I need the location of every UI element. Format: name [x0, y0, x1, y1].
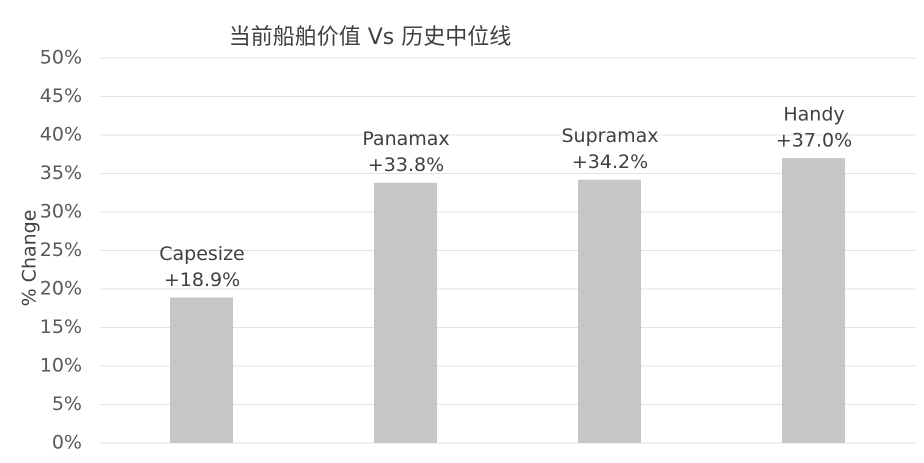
category-label: Panamax [362, 128, 449, 150]
chart-title: 当前船舶价值 Vs 历史中位线 [229, 25, 512, 50]
y-tick-label: 10% [40, 355, 82, 377]
y-axis-label: % Change [19, 210, 41, 307]
y-tick-label: 45% [40, 85, 82, 107]
y-tick-label: 25% [40, 239, 82, 261]
category-label: Supramax [561, 125, 658, 147]
bar [170, 297, 233, 443]
value-label: +37.0% [776, 130, 852, 152]
y-tick-label: 20% [40, 278, 82, 300]
category-label: Handy [783, 104, 844, 126]
y-tick-label: 5% [52, 393, 82, 415]
value-label: +33.8% [368, 154, 444, 176]
bar [374, 182, 437, 444]
category-label: Capesize [159, 243, 245, 265]
y-tick-label: 50% [40, 47, 82, 69]
y-tick-label: 15% [40, 316, 82, 338]
bar [782, 158, 845, 443]
y-tick-label: 40% [40, 124, 82, 146]
value-label: +18.9% [164, 269, 240, 291]
value-label: +34.2% [572, 151, 648, 173]
bar [578, 179, 641, 443]
y-tick-label: 0% [52, 432, 82, 454]
y-tick-label: 35% [40, 162, 82, 184]
y-tick-label: 30% [40, 201, 82, 223]
